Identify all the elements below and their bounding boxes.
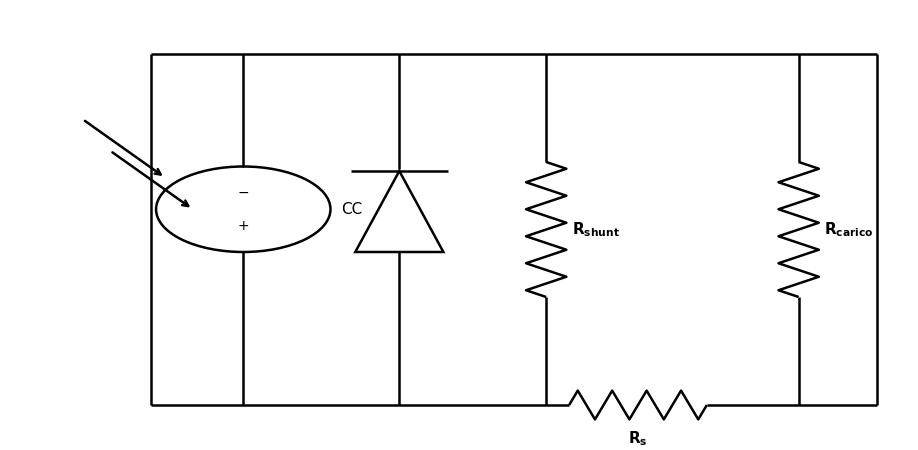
Text: −: − [238, 186, 249, 200]
Text: CC: CC [341, 202, 363, 217]
Text: R$_\mathbf{s}$: R$_\mathbf{s}$ [628, 430, 648, 449]
Text: R$_\mathbf{carico}$: R$_\mathbf{carico}$ [824, 220, 874, 239]
Text: +: + [238, 219, 249, 234]
Text: R$_\mathbf{shunt}$: R$_\mathbf{shunt}$ [572, 220, 620, 239]
